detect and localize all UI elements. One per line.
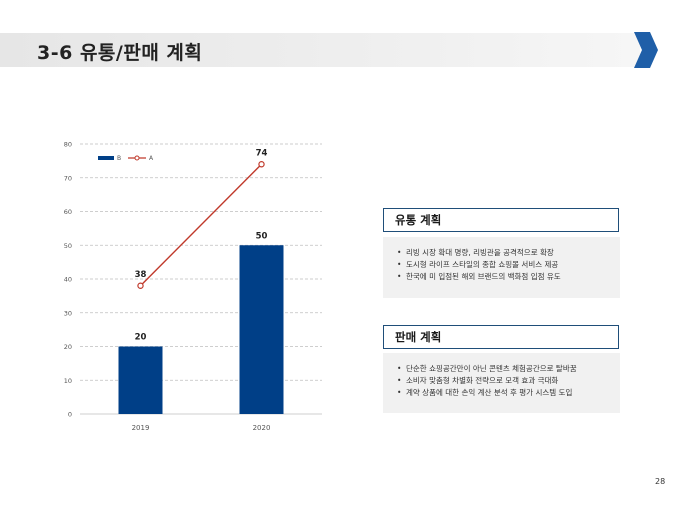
bar-B [239,245,284,414]
y-tick-label: 40 [64,276,72,284]
legend-marker-A [134,155,140,161]
y-tick-label: 80 [64,141,72,149]
line-point-A [137,282,144,289]
page-number: 28 [655,477,666,486]
bar-data-label: 20 [135,333,147,343]
y-tick-label: 50 [64,242,72,250]
line-series-A [140,163,262,287]
distribution-item: 리빙 시장 확대 명량, 리빙관을 공격적으로 확장 [397,247,620,259]
title-bar [0,33,640,67]
page-title: 3-6 유통/판매 계획 [37,42,203,64]
y-tick-label: 30 [64,309,72,317]
y-tick-label: 20 [64,343,72,351]
legend-label-B: B [117,155,121,162]
distribution-plan-list: 리빙 시장 확대 명량, 리빙관을 공격적으로 확장도시형 라이프 스타일의 종… [383,237,620,298]
distribution-plan-heading: 유통 계획 [383,208,619,232]
sales-item: 계약 상품에 대한 손익 계산 분석 후 평가 시스템 도입 [397,387,620,399]
sales-item: 소비자 맞춤형 차별화 전략으로 모객 효과 극대화 [397,375,620,387]
y-tick-label: 0 [68,411,72,419]
line-point-A [258,161,265,168]
sales-plan-list: 단순한 쇼핑공간만이 아닌 콘텐츠 체험공간으로 탈바꿈소비자 맞춤형 차별화 … [383,353,620,413]
legend-label-A: A [149,155,154,162]
distribution-item: 도시형 라이프 스타일의 종합 쇼핑몰 서비스 제공 [397,259,620,271]
y-tick-label: 60 [64,208,72,216]
chevron-right-icon [634,32,658,68]
y-tick-label: 10 [64,377,72,385]
sales-plan-heading: 판매 계획 [383,325,619,349]
legend-swatch-B [98,156,114,160]
sales-item: 단순한 쇼핑공간만이 아닌 콘텐츠 체험공간으로 탈바꿈 [397,363,620,375]
distribution-item: 한국에 미 입점된 해외 브랜드의 백화점 입점 유도 [397,271,620,283]
x-tick-label: 2020 [253,424,271,432]
y-tick-label: 70 [64,174,72,182]
bar-data-label: 50 [256,231,268,241]
line-data-label: 74 [256,148,268,158]
line-data-label: 38 [135,270,147,280]
x-tick-label: 2019 [132,424,150,432]
bar-B [118,346,163,414]
